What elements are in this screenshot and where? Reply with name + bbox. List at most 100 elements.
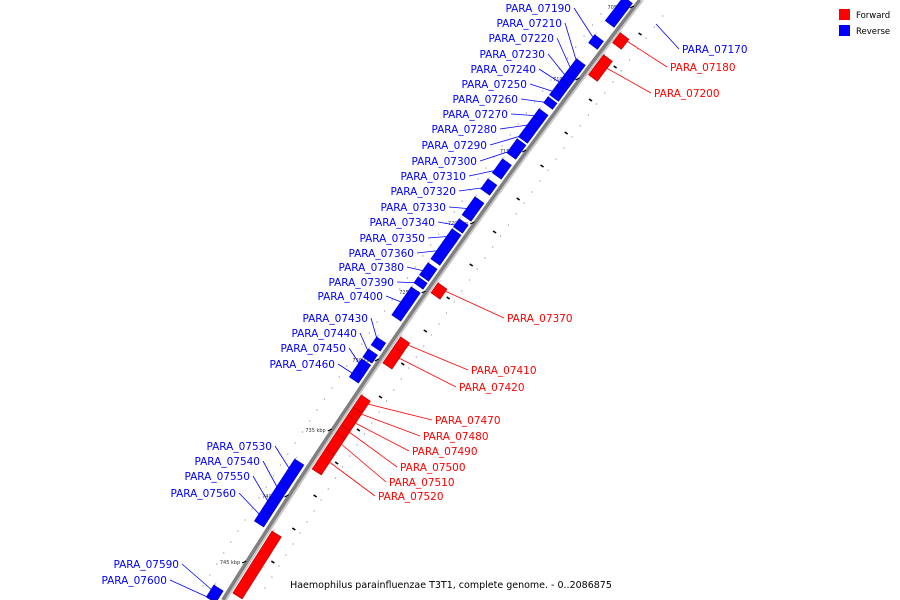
feature-dot bbox=[313, 510, 315, 512]
gene-label[interactable]: PARA_07360 bbox=[348, 248, 414, 260]
gene-label[interactable]: PARA_07190 bbox=[505, 3, 571, 15]
para_07340-gene-face bbox=[453, 215, 463, 227]
tick-mark bbox=[374, 358, 380, 362]
para_07370-gene[interactable] bbox=[430, 282, 448, 300]
gene-label[interactable]: PARA_07600 bbox=[101, 575, 167, 587]
gene-leader-line bbox=[556, 37, 574, 74]
feature-mark bbox=[356, 428, 361, 432]
para_07280-gene-face bbox=[527, 113, 537, 125]
gene-label[interactable]: PARA_07220 bbox=[488, 33, 554, 45]
gene-label[interactable]: PARA_07260 bbox=[452, 94, 518, 106]
feature-dot bbox=[309, 420, 311, 422]
gene-label[interactable]: PARA_07340 bbox=[369, 217, 435, 229]
para_07540-gene-face bbox=[269, 478, 284, 498]
gene-label[interactable]: PARA_07320 bbox=[390, 186, 456, 198]
feature-dot bbox=[645, 37, 647, 39]
gene-label[interactable]: PARA_07480 bbox=[423, 431, 489, 443]
gene-label[interactable]: PARA_07490 bbox=[412, 446, 478, 458]
tick-mark bbox=[629, 5, 635, 9]
gene-label[interactable]: PARA_07470 bbox=[435, 415, 501, 427]
para_07510-gene-face bbox=[325, 429, 339, 449]
gene-leader-line bbox=[359, 332, 371, 357]
gene-label[interactable]: PARA_07440 bbox=[291, 328, 357, 340]
para_07600-gene-face bbox=[206, 592, 211, 598]
feature-mark bbox=[492, 230, 497, 234]
gene-label[interactable]: PARA_07250 bbox=[461, 79, 527, 91]
feature-dot bbox=[414, 266, 416, 268]
gene-label[interactable]: PARA_07520 bbox=[378, 491, 444, 503]
forward-bottom-gene[interactable] bbox=[232, 530, 282, 600]
feature-dot bbox=[533, 101, 536, 103]
gene-label[interactable]: PARA_07530 bbox=[206, 441, 272, 453]
gene-label[interactable]: PARA_07400 bbox=[317, 291, 383, 303]
gene-label[interactable]: PARA_07460 bbox=[269, 359, 335, 371]
gene-label[interactable]: PARA_07390 bbox=[328, 277, 394, 289]
gene-label[interactable]: PARA_07170 bbox=[682, 44, 748, 56]
feature-dot bbox=[216, 563, 218, 565]
gene-label[interactable]: PARA_07540 bbox=[194, 456, 260, 468]
feature-dot bbox=[445, 312, 448, 314]
gene-label[interactable]: PARA_07270 bbox=[442, 109, 508, 121]
para_07460-gene-face bbox=[349, 365, 358, 377]
feature-dot bbox=[620, 70, 622, 72]
gene-label[interactable]: PARA_07290 bbox=[421, 140, 487, 152]
legend: Forward Reverse bbox=[839, 9, 890, 37]
para_07260-gene-face bbox=[543, 93, 552, 103]
gene-label[interactable]: PARA_07500 bbox=[400, 462, 466, 474]
gene-label[interactable]: PARA_07590 bbox=[113, 559, 179, 571]
feature-dot bbox=[376, 321, 378, 323]
gene-leader-line bbox=[538, 68, 564, 86]
gene-label[interactable]: PARA_07410 bbox=[471, 365, 537, 377]
feature-dot bbox=[438, 323, 440, 325]
feature-dot bbox=[299, 532, 301, 534]
gene-label[interactable]: PARA_07330 bbox=[380, 202, 446, 214]
gene-leader-line bbox=[360, 413, 421, 437]
feature-dot bbox=[271, 576, 273, 578]
gene-leader-line bbox=[547, 53, 569, 80]
gene-label[interactable]: PARA_07560 bbox=[170, 488, 236, 500]
gene-leader-line bbox=[348, 347, 363, 369]
gene-label[interactable]: PARA_07510 bbox=[389, 477, 455, 489]
gene-leader-line bbox=[489, 133, 528, 146]
feature-dot bbox=[334, 477, 337, 479]
gene-label[interactable]: PARA_07300 bbox=[411, 156, 477, 168]
gene-leader-line bbox=[340, 443, 387, 483]
gene-label[interactable]: PARA_07180 bbox=[670, 62, 736, 74]
gene-leader-line bbox=[510, 113, 541, 117]
gene-label[interactable]: PARA_07450 bbox=[280, 343, 346, 355]
gene-label[interactable]: PARA_07240 bbox=[470, 64, 536, 76]
feature-dot bbox=[371, 422, 373, 424]
gene-leader-line bbox=[458, 186, 489, 192]
gene-label[interactable]: PARA_07550 bbox=[184, 471, 250, 483]
feature-dot bbox=[391, 299, 393, 301]
para_07300-gene-face bbox=[506, 135, 521, 153]
gene-label[interactable]: PARA_07310 bbox=[400, 171, 466, 183]
feature-dot bbox=[550, 79, 552, 81]
gene-label[interactable]: PARA_07380 bbox=[338, 262, 404, 274]
feature-dot bbox=[575, 46, 577, 48]
feature-dot bbox=[323, 398, 326, 400]
feature-dot bbox=[461, 290, 463, 292]
feature-dot bbox=[415, 356, 417, 358]
gene-label[interactable]: PARA_07210 bbox=[496, 18, 562, 30]
gene-label[interactable]: PARA_07370 bbox=[507, 313, 573, 325]
genome-backbone-shadow bbox=[225, 0, 644, 600]
gene-label[interactable]: PARA_07350 bbox=[359, 233, 425, 245]
gene-label[interactable]: PARA_07280 bbox=[431, 124, 497, 136]
para_07170-gene-face bbox=[605, 0, 622, 21]
gene-label[interactable]: PARA_07230 bbox=[479, 49, 545, 61]
para_07180-gene[interactable] bbox=[612, 32, 630, 50]
gene-label[interactable]: PARA_07200 bbox=[654, 88, 720, 100]
gene-leader-line bbox=[499, 123, 535, 130]
feature-dot bbox=[501, 145, 503, 147]
feature-dot bbox=[272, 475, 275, 477]
para_07550-gene-face bbox=[262, 494, 273, 510]
gene-leader-line bbox=[348, 431, 398, 468]
feature-dot bbox=[507, 224, 510, 226]
gene-leader-line bbox=[337, 363, 357, 377]
feature-dot bbox=[517, 123, 519, 125]
gene-label[interactable]: PARA_07430 bbox=[302, 313, 368, 325]
gene-label[interactable]: PARA_07420 bbox=[459, 382, 525, 394]
minor-feature-marks bbox=[202, 13, 664, 589]
